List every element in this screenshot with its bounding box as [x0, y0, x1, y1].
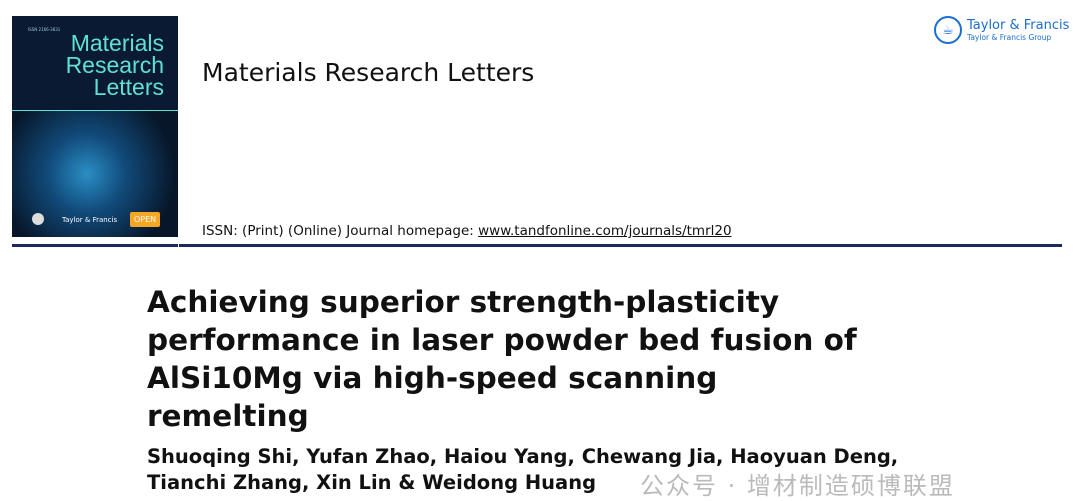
- cover-title-line: Materials: [70, 30, 164, 56]
- homepage-link[interactable]: www.tandfonline.com/journals/tmrl20: [478, 223, 732, 239]
- cover-title-line: Letters: [93, 74, 164, 100]
- cover-title-line: Research: [65, 52, 164, 78]
- issn-text: ISSN: (Print) (Online) Journal homepage:: [202, 223, 479, 239]
- cover-divider: [12, 110, 178, 111]
- cover-publisher: Taylor & Francis: [62, 216, 118, 224]
- article-title: Achieving superior strength-plasticity p…: [147, 285, 857, 433]
- publisher-name: Taylor & Francis: [967, 17, 1070, 33]
- publisher-logo: ☕ Taylor & Francis Taylor & Francis Grou…: [934, 16, 1069, 44]
- journal-cover: ISSN 2166-3831 Materials Research Letter…: [12, 16, 178, 237]
- cover-title: Materials Research Letters: [65, 30, 164, 100]
- open-badge: OPEN: [130, 212, 161, 227]
- mrs-logo-icon: [32, 213, 44, 225]
- watermark: 公众号 · 增材制造硕博联盟: [640, 472, 955, 500]
- cover-issn: ISSN 2166-3831: [28, 27, 61, 32]
- issn-line: ISSN: (Print) (Online) Journal homepage:…: [202, 223, 732, 239]
- author-list: Shuoqing Shi, Yufan Zhao, Haiou Yang, Ch…: [147, 445, 899, 494]
- lamp-icon: ☕: [934, 16, 962, 44]
- rule-gap: [178, 244, 179, 247]
- publisher-group: Taylor & Francis Group: [967, 32, 1052, 42]
- journal-title: Materials Research Letters: [202, 58, 535, 87]
- header-rule: [12, 244, 1062, 247]
